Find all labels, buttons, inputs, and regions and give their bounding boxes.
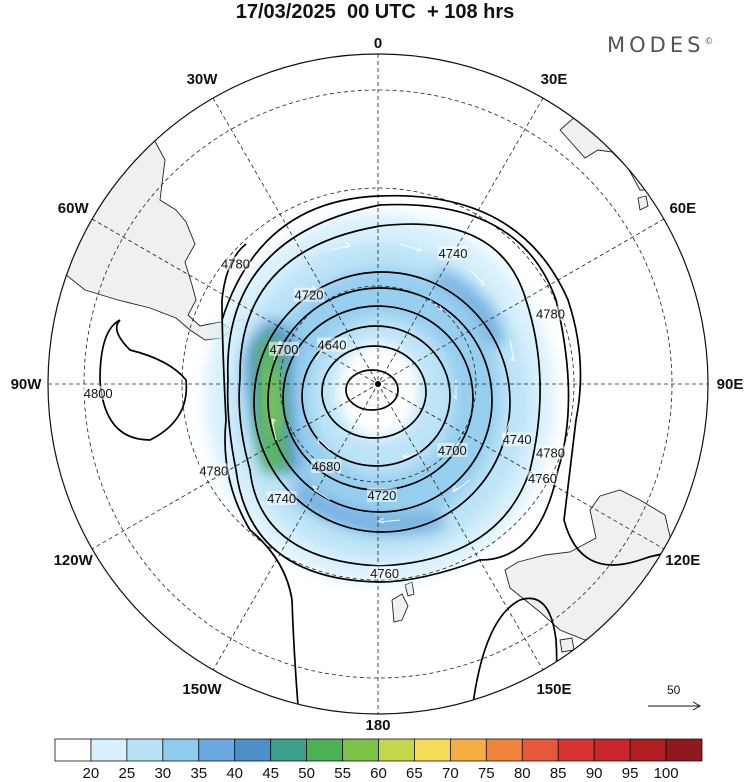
contour-label-text: 4780 [536,306,565,321]
contour-label-text: 4740 [267,491,296,506]
lon-label-30w: 30W [187,71,219,88]
colorbar-label: 55 [334,765,351,782]
contour-label-text: 4760 [370,566,399,581]
contour-label-text: 4700 [270,342,299,357]
map-title: 17/03/2025 00 UTC + 108 hrs [235,1,515,23]
longitude-labels: 0 30E 60E 90E 120E 150E 180 150W 120W 90W 60W 30W [11,35,744,734]
colorbar-swatch [378,738,415,762]
colorbar-label: 85 [550,765,567,782]
colorbar-swatch [234,738,272,762]
colorbar-label: 100 [654,765,679,782]
contour-label: 4760 [527,471,558,486]
contour-label-text: 4640 [318,337,347,352]
copyright-mark: © [704,37,714,47]
south-pole-marker [375,381,381,387]
tasmania-land [559,637,575,653]
map-disc [48,54,708,714]
contour-label: 4640 [317,337,347,352]
lon-label-120e: 120E [665,552,700,569]
contour-label: 4740 [266,490,297,506]
colorbar-label: 65 [406,765,423,782]
colorbar-label: 95 [622,765,639,782]
colorbar-label: 50 [298,765,315,782]
contour-label: 4720 [366,487,397,503]
lon-label-60e: 60E [669,200,696,217]
colorbar-label: 20 [83,765,100,782]
contour-label-text: 4720 [295,288,324,303]
colorbar-label: 75 [478,765,495,782]
colorbar-label: 25 [119,765,136,782]
colorbar-swatch [449,738,487,762]
lon-label-90w: 90W [11,376,43,393]
wind-reference-value: 50 [667,683,681,697]
colorbar-swatch [485,738,523,762]
colorbar-swatch [198,738,236,762]
lon-label-150w: 150W [182,681,222,698]
wind-reference-arrowhead [692,701,702,711]
contour-label: 4740 [502,432,533,447]
contour-label: 4700 [269,341,299,357]
lon-label-30e: 30E [541,71,568,88]
colorbar-label: 80 [514,765,531,782]
contour-labels: 4740 4720 4640 4700 4780 4780 4800 4700 4740 4680… [83,246,566,581]
colorbar-label: 70 [442,765,459,782]
colorbar-swatch [557,738,595,762]
contour-label-text: 4780 [221,256,250,271]
colorbar-swatch [54,738,92,762]
contour-label: 4780 [220,256,251,271]
new-zealand-land [391,581,415,623]
colorbar-label: 40 [226,765,243,782]
contour-label-text: 4720 [367,488,396,503]
contour-label: 4680 [311,459,342,474]
brand-name: MODES [607,33,705,57]
lon-label-90e: 90E [717,376,744,393]
colorbar-swatch [665,738,703,762]
contour-label: 4780 [198,463,229,478]
contour-label-text: 4800 [84,386,113,401]
contour-label-text: 4740 [439,246,468,261]
colorbar-swatch [306,738,343,762]
colorbar-label: 30 [154,765,171,782]
brand-logo: MODES© [607,33,713,57]
colorbar-swatch [521,738,559,762]
contour-label-text: 4700 [438,443,467,458]
wind-shading [205,213,555,583]
colorbar-label: 45 [262,765,279,782]
colorbar-label: 60 [370,765,387,782]
colorbar-swatch [414,738,451,762]
colorbar-swatch [126,738,164,762]
contour-label-text: 4760 [528,471,557,486]
colorbar-label: 90 [586,765,603,782]
contour-label-text: 4680 [312,459,341,474]
contour-label-text: 4780 [199,463,228,478]
colorbar-swatch [90,738,128,762]
colorbar-swatch [162,738,200,762]
lon-label-150e: 150E [536,681,571,698]
contour-label-text: 4740 [503,432,532,447]
contour-label-text: 4780 [536,446,565,461]
colorbar-swatch [629,738,667,762]
contour-label: 4760 [369,565,400,581]
contour-label: 4740 [438,246,468,261]
contour-label: 4700 [437,442,468,458]
lon-label-120w: 120W [54,552,94,569]
contour-label: 4720 [294,287,324,303]
contour-label: 4800 [83,385,114,401]
map-border [47,53,709,715]
madagascar [637,195,649,211]
colorbar-label: 35 [190,765,207,782]
colorbar: 20 25 30 35 40 45 50 55 60 65 70 75 80 85 90 95 100 [54,738,703,782]
wind-reference: 50 [648,683,702,711]
colorbar-swatch [593,738,631,762]
lon-label-60w: 60W [58,200,90,217]
colorbar-swatch [270,738,308,762]
lon-label-0: 0 [374,35,382,52]
colorbar-swatch [342,738,379,762]
lon-label-180: 180 [365,717,390,734]
contour-label: 4780 [535,445,566,461]
contour-label: 4780 [535,306,566,321]
